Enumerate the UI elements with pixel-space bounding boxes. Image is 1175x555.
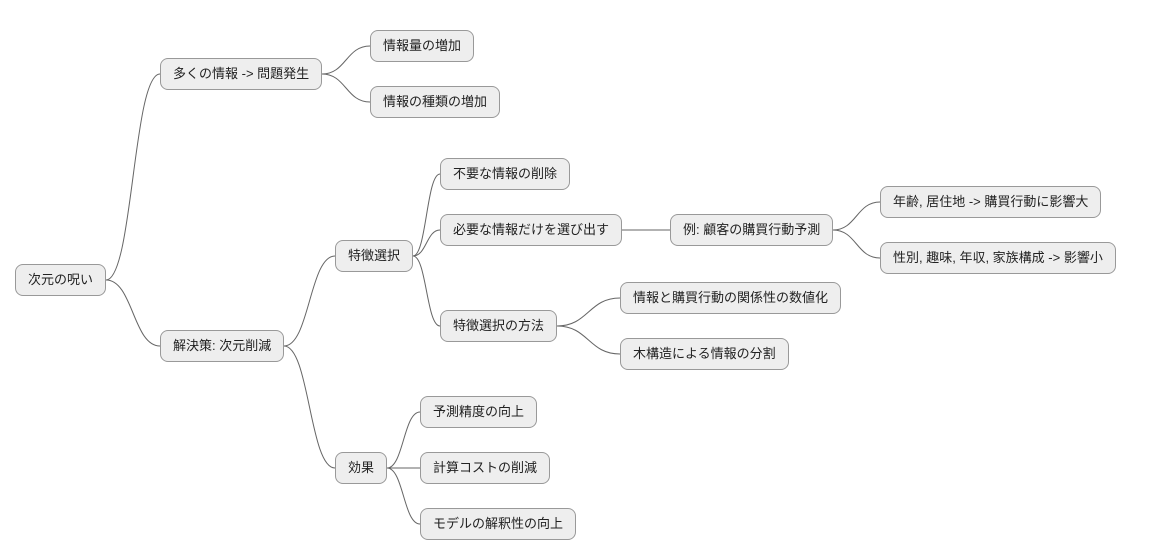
tree-edge [413,174,440,256]
tree-edge [557,298,620,326]
tree-edge [106,74,160,280]
tree-node-fs2ex2: 性別, 趣味, 年収, 家族構成 -> 影響小 [880,242,1116,274]
tree-node-ef2: 計算コストの削減 [420,452,550,484]
tree-node-fs3: 特徴選択の方法 [440,310,557,342]
tree-edge [322,74,370,102]
tree-node-fs: 特徴選択 [335,240,413,272]
tree-node-p1: 多くの情報 -> 問題発生 [160,58,322,90]
tree-edge [106,280,160,346]
tree-edge [387,468,420,524]
tree-node-root: 次元の呪い [15,264,106,296]
tree-node-p1b: 情報の種類の増加 [370,86,500,118]
tree-edge [387,412,420,468]
tree-node-fs2ex1: 年齢, 居住地 -> 購買行動に影響大 [880,186,1101,218]
tree-node-ef3: モデルの解釈性の向上 [420,508,576,540]
tree-node-ef1: 予測精度の向上 [420,396,537,428]
tree-node-fs2: 必要な情報だけを選び出す [440,214,622,246]
tree-edge [833,230,880,258]
tree-edge [413,230,440,256]
tree-edge [557,326,620,354]
tree-node-ef: 効果 [335,452,387,484]
tree-edge [833,202,880,230]
tree-node-fs2ex: 例: 顧客の購買行動予測 [670,214,833,246]
tree-edge [284,256,335,346]
tree-edge [284,346,335,468]
tree-node-p1a: 情報量の増加 [370,30,474,62]
tree-node-fs3b: 木構造による情報の分割 [620,338,789,370]
tree-node-p2: 解決策: 次元削減 [160,330,284,362]
tree-node-fs3a: 情報と購買行動の関係性の数値化 [620,282,841,314]
tree-edge [413,256,440,326]
tree-node-fs1: 不要な情報の削除 [440,158,570,190]
tree-edge [322,46,370,74]
